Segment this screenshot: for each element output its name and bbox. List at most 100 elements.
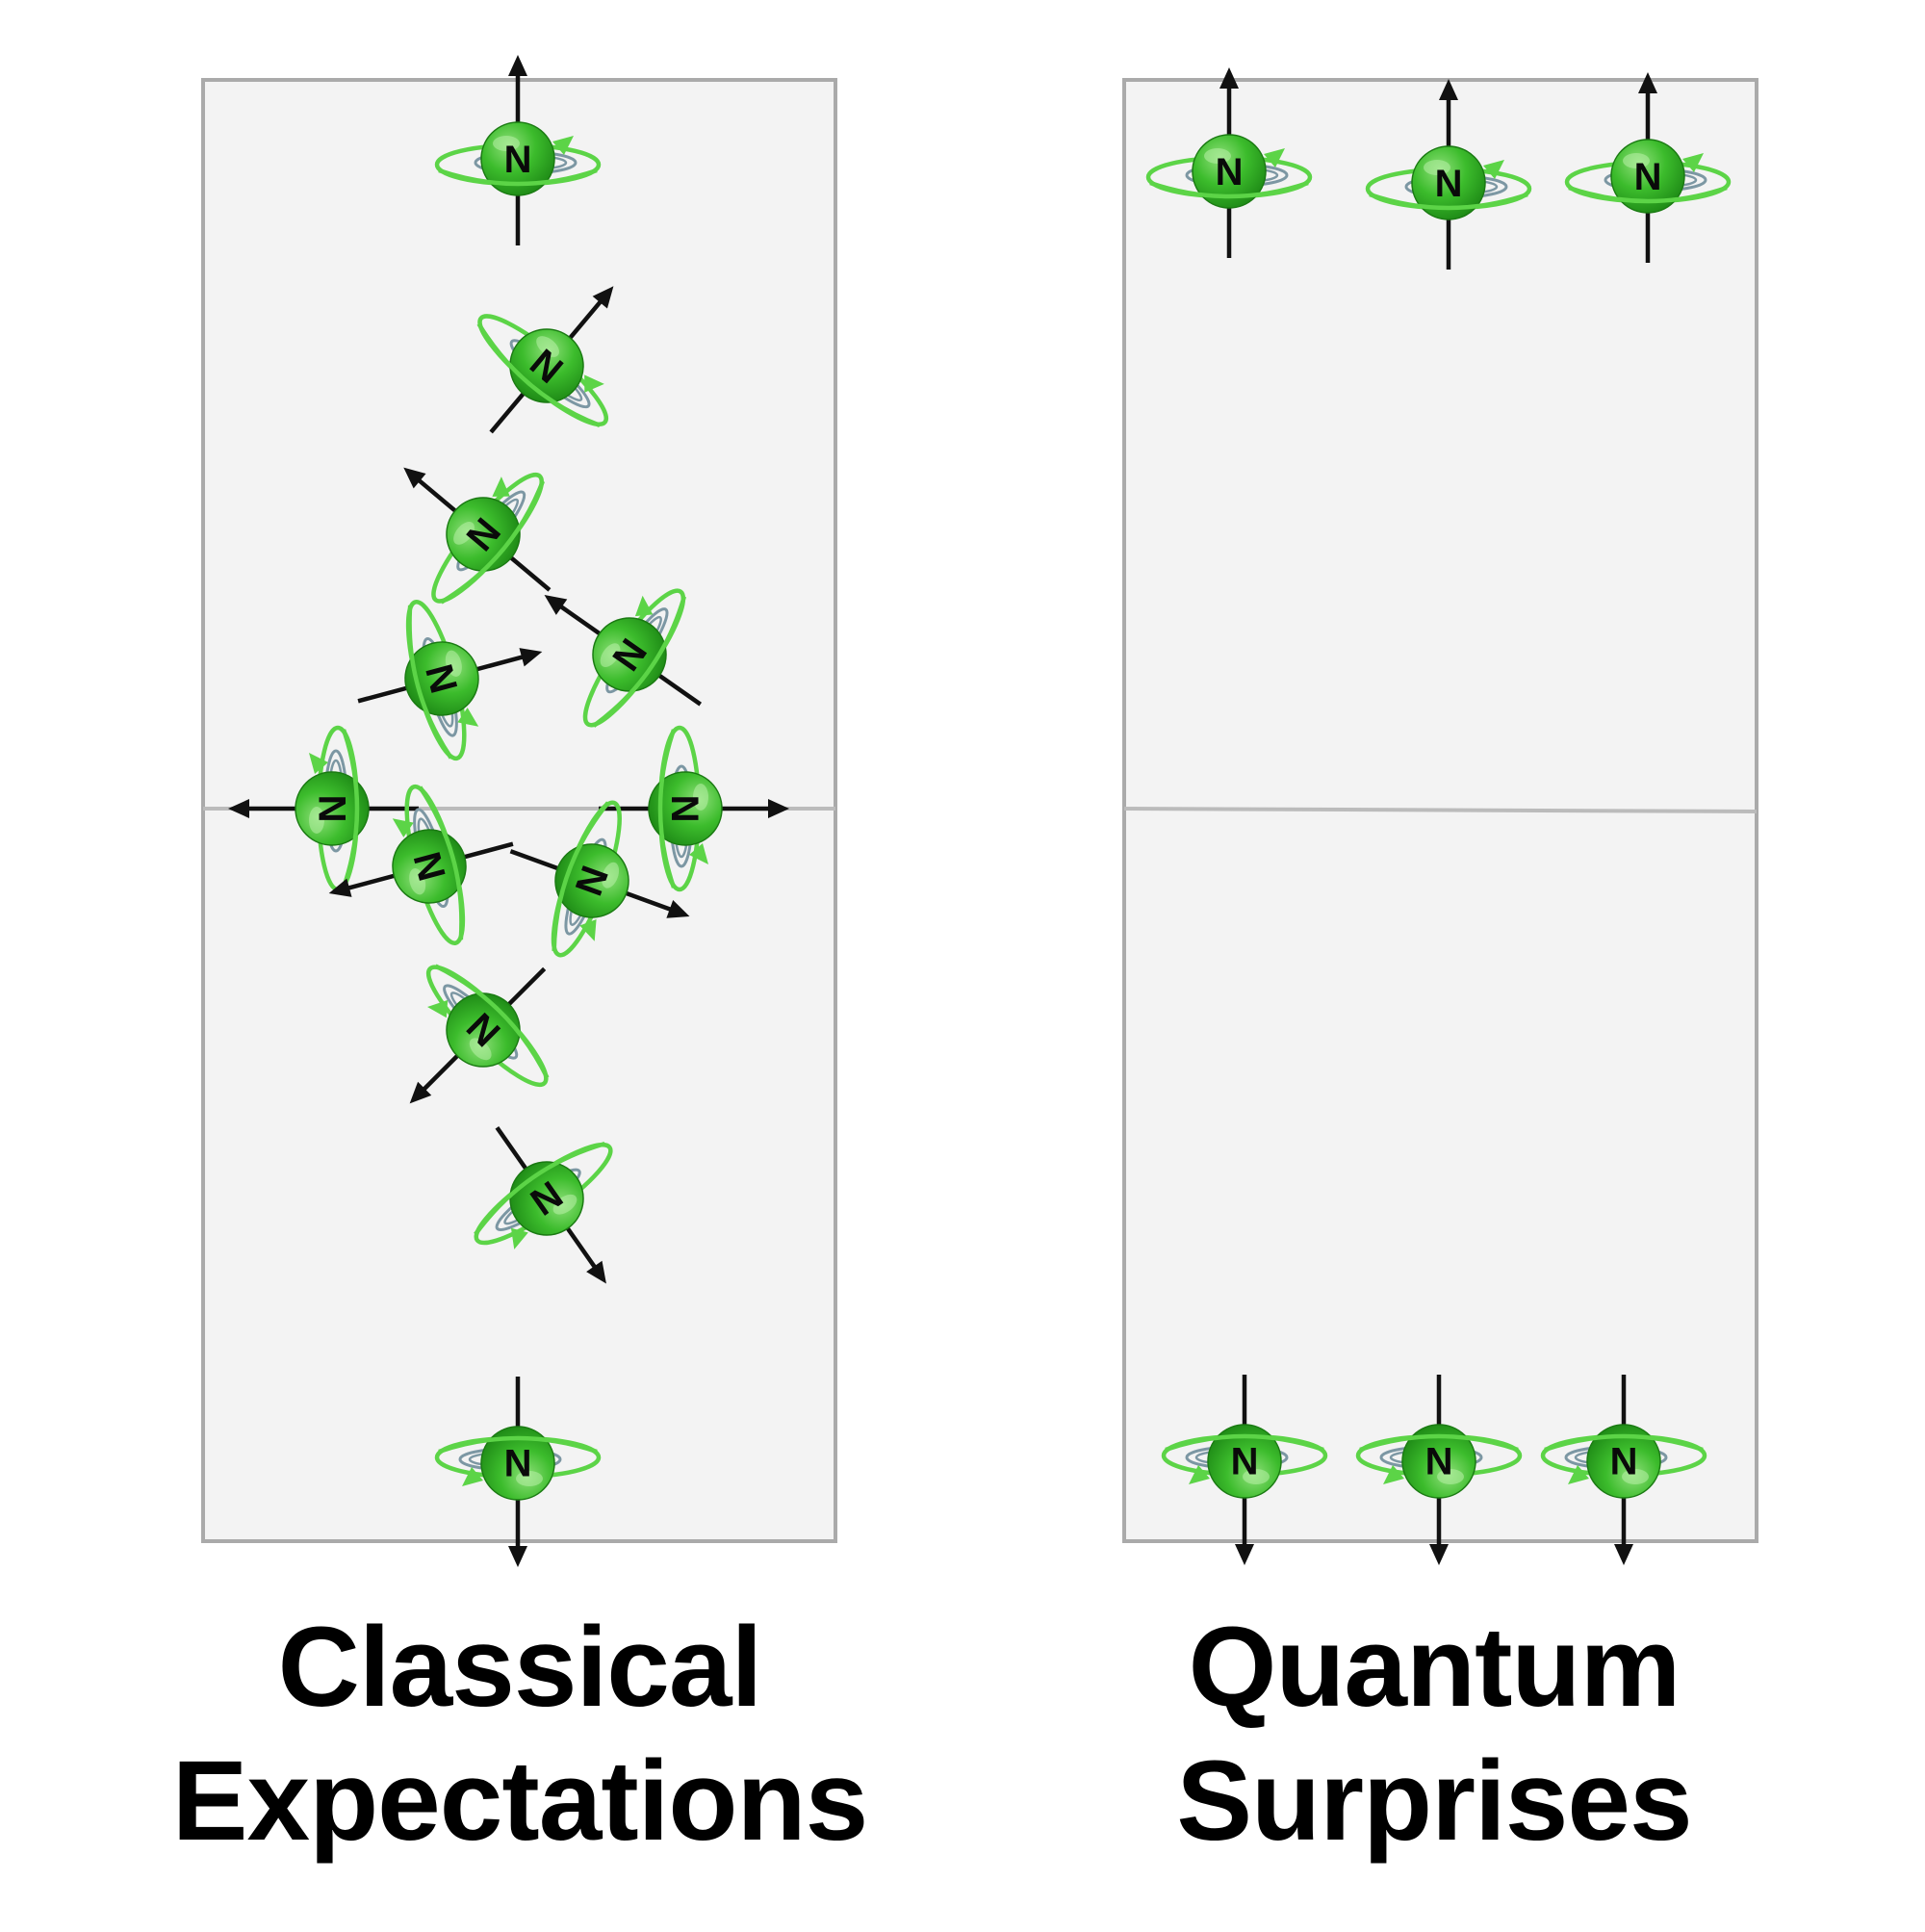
- rotation-direction-icon: [579, 918, 597, 941]
- spin-label: N: [663, 795, 706, 823]
- quantum-panel-midline: [1123, 807, 1758, 813]
- arrowhead-icon: [328, 878, 352, 897]
- classical-spin: N: [403, 467, 552, 605]
- classical-spin: N: [434, 55, 602, 245]
- orbit-front-arc: [1568, 185, 1728, 204]
- rotation-direction-icon: [552, 136, 574, 155]
- orbit-front-arc: [438, 167, 598, 187]
- orbit-front-arc: [407, 605, 453, 760]
- sphere-highlight: [536, 336, 559, 357]
- sphere-highlight: [1623, 153, 1650, 168]
- sphere-highlight: [600, 643, 621, 668]
- spin-label: N: [1231, 1439, 1259, 1481]
- rotation-direction-icon: [1682, 153, 1704, 172]
- rotation-direction-icon: [510, 1227, 528, 1249]
- arrowhead-icon: [1219, 67, 1239, 89]
- orbit-front-arc: [1544, 1433, 1704, 1453]
- arrowhead-icon: [403, 467, 426, 489]
- arrowhead-icon: [1638, 72, 1657, 93]
- arrowhead-icon: [409, 1081, 432, 1104]
- orbit-front-arc: [1369, 192, 1528, 211]
- rotation-direction-icon: [689, 843, 708, 864]
- quantum-spin-up: N: [1145, 67, 1313, 258]
- quantum-spin-down: N: [1355, 1375, 1523, 1565]
- quantum-spin-down: N: [1540, 1375, 1707, 1565]
- quantum-caption-line2: Surprises: [1176, 1738, 1692, 1866]
- sphere-highlight: [1437, 1469, 1464, 1484]
- spin-label: N: [504, 1441, 532, 1483]
- sphere-highlight: [409, 868, 426, 895]
- arrowhead-icon: [768, 799, 789, 818]
- rotation-direction-icon: [1383, 1465, 1404, 1484]
- sphere-highlight: [1622, 1469, 1649, 1484]
- orbit-front-arc: [552, 801, 610, 951]
- spin-label: N: [1216, 151, 1244, 193]
- orbit-front-arc: [434, 964, 550, 1079]
- rotation-direction-icon: [427, 999, 449, 1018]
- sphere-highlight: [453, 522, 475, 545]
- arrowhead-icon: [544, 595, 568, 615]
- rotation-direction-icon: [1189, 1465, 1210, 1484]
- quantum-spin-up: N: [1365, 79, 1532, 270]
- orbit-front-arc: [1359, 1433, 1519, 1453]
- arrowhead-icon: [586, 1260, 606, 1284]
- rotation-direction-icon: [634, 595, 654, 617]
- arrowhead-icon: [508, 1546, 527, 1567]
- arrowhead-icon: [592, 286, 614, 309]
- arrowhead-icon: [1429, 1544, 1449, 1565]
- sphere-highlight: [445, 650, 462, 677]
- classical-spin: N: [474, 1125, 613, 1284]
- orbit-front-arc: [341, 729, 360, 889]
- sphere-highlight: [469, 1038, 492, 1061]
- arrowhead-icon: [228, 799, 249, 818]
- sphere-highlight: [693, 784, 708, 811]
- quantum-caption-line1: Quantum: [1188, 1604, 1681, 1731]
- classical-spin: N: [328, 784, 514, 945]
- sphere-highlight: [602, 862, 620, 889]
- sphere-highlight: [1204, 148, 1231, 164]
- arrowhead-icon: [508, 55, 527, 76]
- classical-spin: N: [357, 600, 543, 761]
- spin-label: N: [1435, 163, 1463, 205]
- rotation-direction-icon: [492, 477, 510, 497]
- classical-spin: N: [228, 725, 419, 892]
- rotation-direction-icon: [309, 753, 328, 774]
- rotation-direction-icon: [1568, 1465, 1589, 1484]
- classical-spin: N: [409, 964, 550, 1104]
- sphere-highlight: [309, 807, 324, 834]
- arrowhead-icon: [519, 648, 543, 667]
- rotation-direction-icon: [1483, 160, 1504, 179]
- spin-label: N: [504, 139, 532, 181]
- sphere-highlight: [1424, 160, 1450, 175]
- orbit-front-arc: [1165, 1433, 1324, 1453]
- rotation-direction-icon: [584, 374, 604, 393]
- sphere-highlight: [493, 136, 520, 151]
- spin-label: N: [312, 795, 354, 823]
- classical-caption: Classical Expectations: [106, 1601, 934, 1868]
- arrowhead-icon: [1614, 1544, 1633, 1565]
- quantum-spin-up: N: [1564, 72, 1732, 263]
- orbit-front-arc: [657, 729, 677, 889]
- arrowhead-icon: [1439, 79, 1458, 100]
- orbit-front-arc: [1149, 180, 1309, 199]
- sphere-highlight: [1243, 1469, 1270, 1484]
- quantum-spins-group: N N N N N N: [1145, 67, 1732, 1565]
- orbit-front-arc: [592, 596, 687, 728]
- orbit-front-arc: [438, 1435, 598, 1455]
- classical-caption-line2: Expectations: [171, 1738, 868, 1866]
- rotation-direction-icon: [457, 708, 479, 727]
- orbit-front-arc: [476, 322, 601, 427]
- arrowhead-icon: [1235, 1544, 1254, 1565]
- orbit-front-arc: [474, 1141, 605, 1236]
- classical-spin: N: [509, 800, 690, 958]
- orbit-front-arc: [418, 786, 464, 940]
- sphere-highlight: [516, 1471, 543, 1486]
- arrowhead-icon: [666, 900, 690, 918]
- quantum-caption: Quantum Surprises: [1011, 1601, 1858, 1868]
- classical-spin: N: [599, 725, 789, 892]
- sphere-highlight: [552, 1194, 578, 1215]
- classical-spin: N: [434, 1377, 602, 1567]
